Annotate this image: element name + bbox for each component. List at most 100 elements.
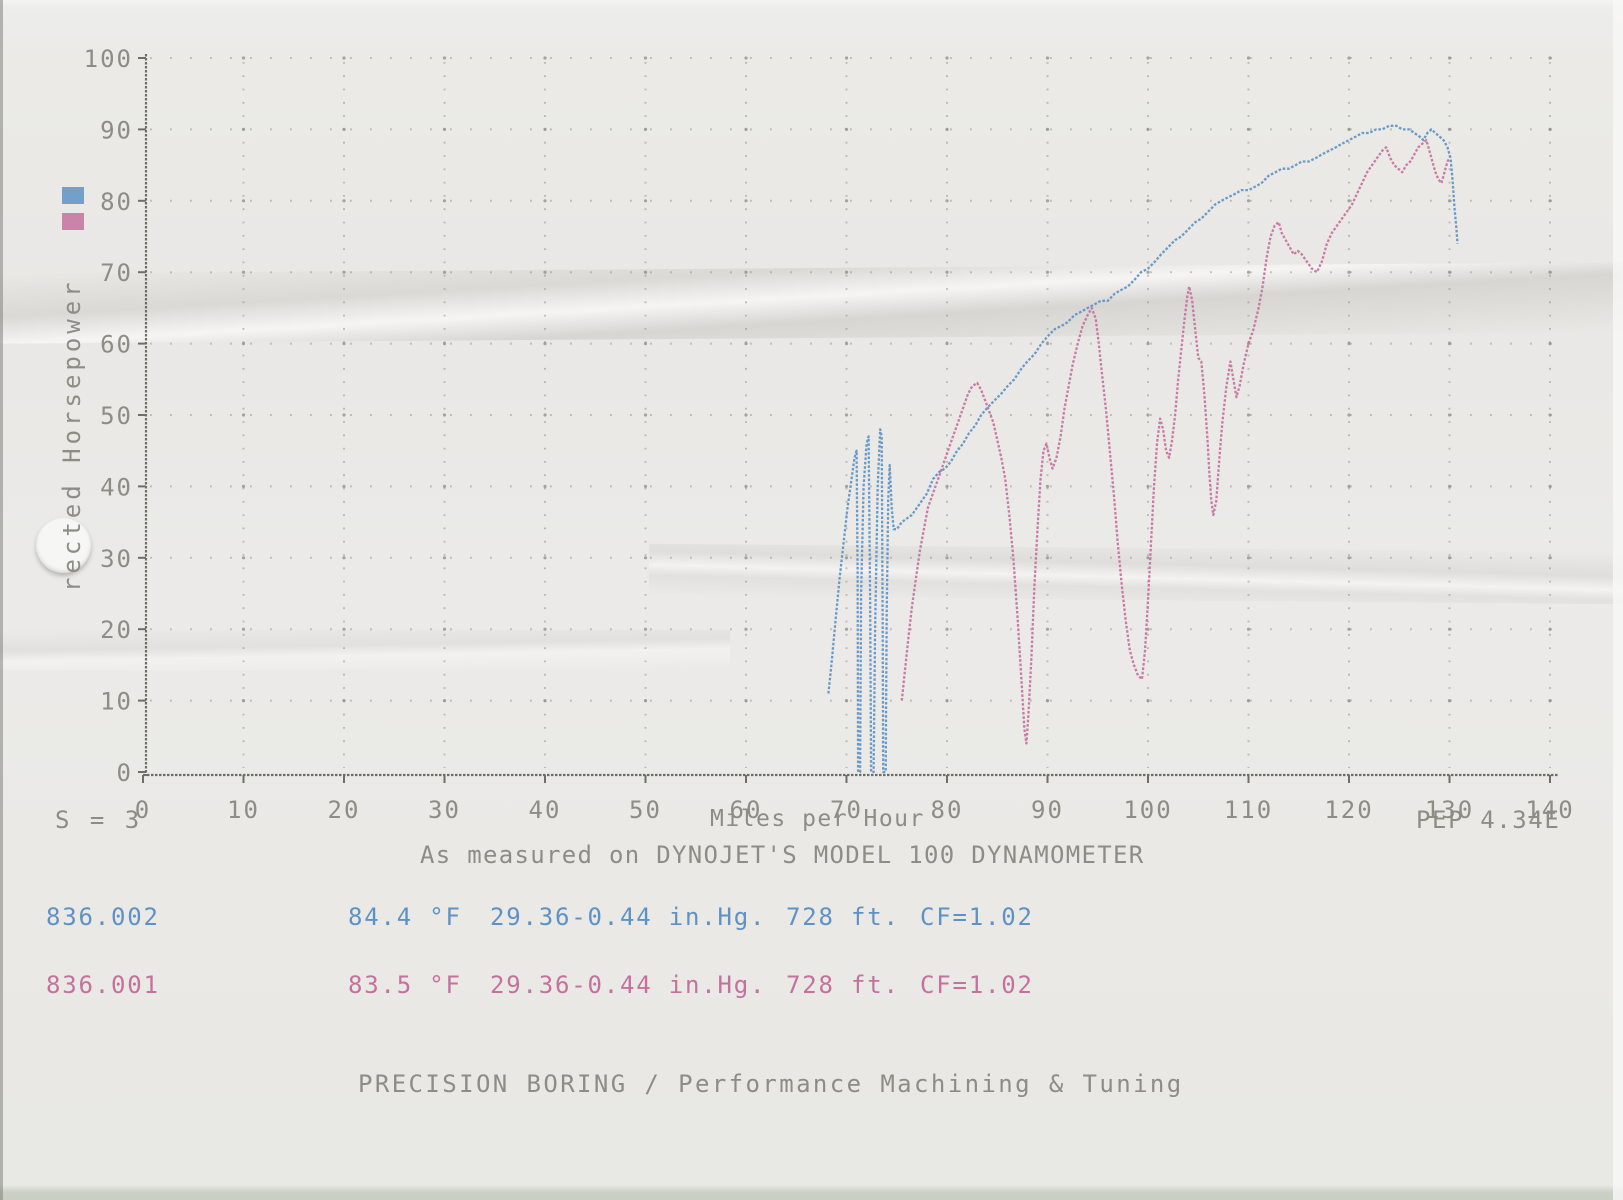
grid-intersection-dot xyxy=(342,127,346,131)
y-tick-label-100: 100 xyxy=(84,45,133,73)
grid-intersection-dot xyxy=(1045,556,1050,560)
grid-intersection-dot xyxy=(543,127,547,131)
x-tick-label-30: 30 xyxy=(428,796,461,824)
grid-intersection-dot xyxy=(945,56,949,60)
grid-intersection-dot xyxy=(744,342,748,346)
y-tick-label-70: 70 xyxy=(100,259,133,287)
grid-intersection-dot xyxy=(643,270,648,274)
grid-intersection-dot xyxy=(643,413,648,417)
y-tick-label-10: 10 xyxy=(100,688,133,716)
grid-intersection-dot xyxy=(442,699,447,703)
grid-intersection-dot xyxy=(543,413,547,417)
grid-intersection-dot xyxy=(1246,127,1251,131)
grid-intersection-dot xyxy=(1045,342,1050,346)
grid-intersection-dot xyxy=(342,413,346,417)
grid-intersection-dot xyxy=(543,556,547,560)
grid-intersection-dot xyxy=(1447,484,1452,488)
run-correction-factor: CF=1.02 xyxy=(920,903,1034,931)
grid-intersection-dot xyxy=(241,627,246,631)
grid-intersection-dot xyxy=(241,413,246,417)
grid-intersection-dot xyxy=(1447,199,1452,203)
smoothing-value-label: S = 3 xyxy=(55,806,143,834)
run-id: 836.002 xyxy=(46,903,160,931)
x-tick-label-40: 40 xyxy=(529,796,562,824)
x-tick-label-110: 110 xyxy=(1224,796,1273,824)
legend-swatch-run-836-001 xyxy=(62,213,84,230)
grid-intersection-dot xyxy=(442,413,447,417)
grid-intersection-dot xyxy=(744,270,748,274)
run-altitude: 728 ft. xyxy=(786,903,900,931)
grid-intersection-dot xyxy=(744,556,748,560)
grid-intersection-dot xyxy=(945,484,949,488)
grid-intersection-dot xyxy=(744,413,748,417)
grid-intersection-dot xyxy=(241,56,246,60)
grid-intersection-dot xyxy=(1246,199,1251,203)
grid-intersection-dot xyxy=(1347,413,1351,417)
y-tick-label-0: 0 xyxy=(117,759,133,787)
grid-intersection-dot xyxy=(1548,199,1552,203)
scan-edge-right xyxy=(1613,0,1623,1200)
grid-intersection-dot xyxy=(945,699,949,703)
grid-intersection-dot xyxy=(1146,556,1150,560)
series-curve-836.002 xyxy=(827,124,1459,774)
grid-intersection-dot xyxy=(1146,56,1150,60)
grid-intersection-dot xyxy=(241,270,246,274)
grid-intersection-dot xyxy=(342,627,346,631)
grid-intersection-dot xyxy=(1548,484,1552,488)
grid-intersection-dot xyxy=(945,413,949,417)
run-temperature: 83.5 °F xyxy=(348,971,462,999)
shop-name-footer: PRECISION BORING / Performance Machining… xyxy=(358,1070,1184,1098)
grid-intersection-dot xyxy=(1246,627,1251,631)
grid-intersection-dot xyxy=(1045,484,1050,488)
punch-hole xyxy=(36,518,91,573)
grid-intersection-dot xyxy=(442,270,447,274)
measurement-subtitle: As measured on DYNOJET'S MODEL 100 DYNAM… xyxy=(420,841,1145,869)
grid-intersection-dot xyxy=(342,199,346,203)
grid-intersection-dot xyxy=(1447,56,1452,60)
grid-intersection-dot xyxy=(1246,484,1251,488)
grid-intersection-dot xyxy=(543,484,547,488)
grid-intersection-dot xyxy=(643,127,648,131)
y-tick-label-30: 30 xyxy=(100,545,133,573)
grid-intersection-dot xyxy=(1347,199,1351,203)
y-tick-label-40: 40 xyxy=(100,473,133,501)
grid-intersection-dot xyxy=(1347,342,1351,346)
grid-intersection-dot xyxy=(844,199,849,203)
grid-intersection-dot xyxy=(1548,342,1552,346)
grid-intersection-dot xyxy=(1548,413,1552,417)
grid-intersection-dot xyxy=(1045,413,1050,417)
grid-intersection-dot xyxy=(1548,270,1552,274)
grid-intersection-dot xyxy=(241,556,246,560)
grid-intersection-dot xyxy=(543,270,547,274)
grid-intersection-dot xyxy=(342,699,346,703)
grid-intersection-dot xyxy=(1146,413,1150,417)
grid-intersection-dot xyxy=(744,127,748,131)
grid-intersection-dot xyxy=(643,699,648,703)
grid-intersection-dot xyxy=(1146,699,1150,703)
x-tick-label-20: 20 xyxy=(328,796,361,824)
grid-intersection-dot xyxy=(1347,56,1351,60)
grid-intersection-dot xyxy=(945,199,949,203)
grid-intersection-dot xyxy=(442,484,447,488)
grid-intersection-dot xyxy=(643,627,648,631)
grid-intersection-dot xyxy=(342,342,346,346)
y-tick-label-60: 60 xyxy=(100,331,133,359)
x-tick-label-70: 70 xyxy=(830,796,863,824)
grid-intersection-dot xyxy=(1447,127,1452,131)
grid-intersection-dot xyxy=(442,56,447,60)
grid-intersection-dot xyxy=(1146,342,1150,346)
grid-intersection-dot xyxy=(844,270,849,274)
grid-intersection-dot xyxy=(1347,627,1351,631)
y-tick-label-50: 50 xyxy=(100,402,133,430)
series-curve-836.001 xyxy=(900,138,1451,745)
scan-edge-left xyxy=(0,0,3,1200)
run-info-row-836-002: 836.002 84.4 °F 29.36-0.44 in.Hg. 728 ft… xyxy=(0,903,1623,935)
grid-intersection-dot xyxy=(744,56,748,60)
x-tick-label-10: 10 xyxy=(227,796,260,824)
grid-intersection-dot xyxy=(643,199,648,203)
grid-intersection-dot xyxy=(1447,627,1452,631)
grid-intersection-dot xyxy=(1045,199,1050,203)
grid-intersection-dot xyxy=(1447,556,1452,560)
grid-intersection-dot xyxy=(844,699,849,703)
